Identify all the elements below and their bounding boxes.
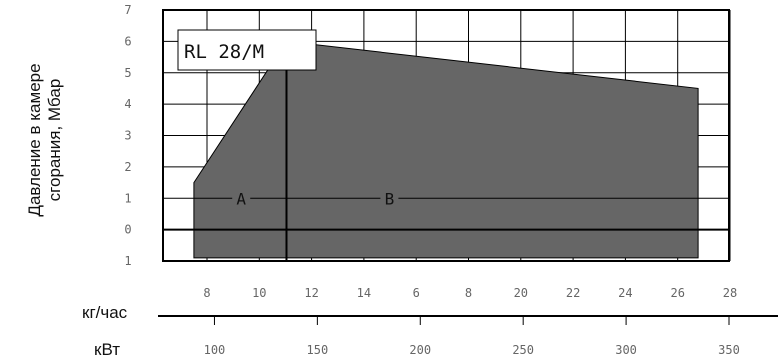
plot-frame: [162, 9, 730, 262]
x-kg-tick-label: 6: [413, 286, 420, 300]
x-kw-tick-label: 250: [512, 343, 534, 357]
y-tick-label: 0: [124, 223, 131, 237]
region-label: B: [385, 189, 395, 208]
x-kg-tick-label: 8: [203, 286, 210, 300]
x-kg-tick-label: 24: [618, 286, 632, 300]
x-kw-tick-label: 300: [615, 343, 637, 357]
chart-title: RL 28/M: [184, 41, 264, 63]
chart-overlay: A B RL 28/M: [163, 29, 729, 261]
x-kg-tick-label: 28: [723, 286, 737, 300]
x-unit-kw-label: кВт: [94, 340, 120, 359]
x-kw-tick-label: 100: [204, 343, 226, 357]
x-kg-tick-label: 26: [670, 286, 684, 300]
y-axis-title-line2: сгорания, Мбар: [45, 78, 64, 202]
title-box: [177, 29, 317, 71]
y-tick-label: 3: [124, 129, 131, 143]
y-axis-title-line1: Давление в камере: [25, 63, 44, 217]
y-tick-label: 1: [124, 254, 131, 268]
working-field-area: [193, 40, 699, 259]
x-axes: 8 10 12 14 6 8 20 22 24 26 28 100 150 200 250 300 350: [158, 286, 778, 357]
x-kw-tick-label: 200: [409, 343, 431, 357]
x-kg-tick-label: 12: [304, 286, 318, 300]
y-tick-label: 2: [124, 160, 131, 174]
y-tick-label: 4: [124, 97, 131, 111]
y-tick-label: 7: [124, 3, 131, 17]
region-label: A: [236, 189, 246, 208]
x-kg-tick-label: 14: [357, 286, 371, 300]
x-unit-kg-label: кг/час: [82, 303, 128, 322]
y-tick-label: 6: [124, 34, 131, 48]
x-kg-tick-label: 8: [465, 286, 472, 300]
y-axis-ticks: 1 0 1 2 3 4 5 6 7: [124, 3, 131, 268]
x-kg-tick-label: 22: [566, 286, 580, 300]
region-label-bg: [232, 188, 251, 209]
y-tick-label: 5: [124, 66, 131, 80]
x-kw-tick-label: 150: [307, 343, 329, 357]
x-kg-tick-label: 10: [252, 286, 266, 300]
y-tick-label: 1: [124, 191, 131, 205]
y-axis-title: Давление в камере сгорания, Мбар: [25, 40, 65, 240]
region-label-bg: [380, 188, 399, 209]
x-kw-tick-label: 350: [718, 343, 740, 357]
x-kg-tick-label: 20: [514, 286, 528, 300]
